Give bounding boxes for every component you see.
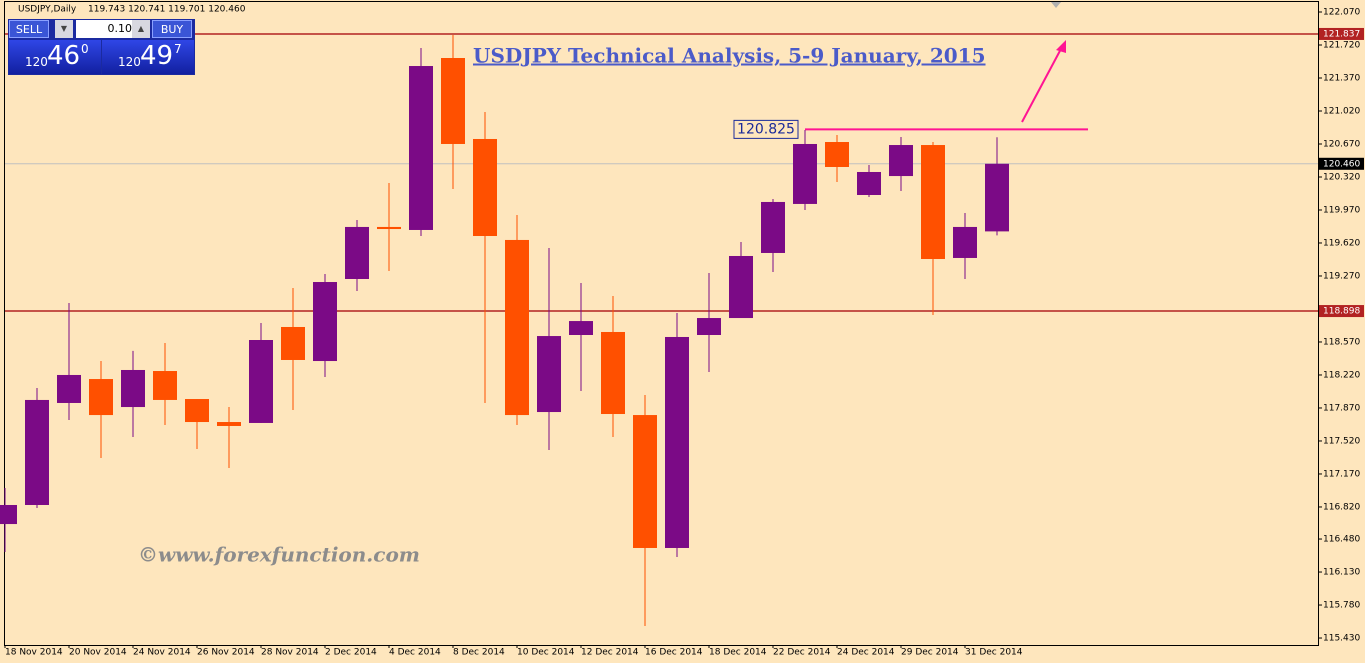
x-tick-label: 24 Nov 2014 xyxy=(133,648,191,658)
ask-main: 49 xyxy=(140,41,174,71)
y-tick-label: 118.220 xyxy=(1323,370,1360,380)
candle-body xyxy=(761,201,785,253)
sell-button[interactable]: SELL xyxy=(9,20,49,38)
level-label: 118.898 xyxy=(1323,307,1360,317)
candle-body xyxy=(57,374,81,403)
x-tick-label: 2 Dec 2014 xyxy=(325,648,377,658)
x-tick-label: 24 Dec 2014 xyxy=(837,648,895,658)
symbol-label: USDJPY,Daily xyxy=(18,5,77,15)
x-tick-label: 26 Nov 2014 xyxy=(197,648,255,658)
candle-body xyxy=(0,504,17,525)
arrow-head xyxy=(1056,40,1066,53)
shift-marker xyxy=(1051,2,1061,8)
bid-sup: 0 xyxy=(81,42,89,56)
x-tick-label: 18 Nov 2014 xyxy=(5,648,63,658)
level-label: 121.837 xyxy=(1323,29,1360,39)
candle-body xyxy=(25,399,49,505)
ask-quote[interactable]: 120 49 7 xyxy=(102,40,194,74)
candle-body xyxy=(857,171,881,195)
candle-body xyxy=(633,415,657,548)
candle-body xyxy=(921,145,945,260)
lot-input[interactable]: 0.10 xyxy=(76,20,136,38)
candle-body xyxy=(537,336,561,413)
y-tick-label: 119.620 xyxy=(1323,238,1360,248)
y-tick-label: 119.270 xyxy=(1323,271,1360,281)
x-tick-label: 10 Dec 2014 xyxy=(517,648,575,658)
y-tick-label: 119.970 xyxy=(1323,205,1360,215)
candle-body xyxy=(377,226,401,230)
candle-body xyxy=(825,142,849,167)
ask-sup: 7 xyxy=(174,42,182,56)
arrow xyxy=(1021,46,1063,123)
candle-body xyxy=(793,143,817,204)
lot-down[interactable]: ▼ xyxy=(55,20,73,38)
candle-body xyxy=(441,58,465,144)
bid-main: 46 xyxy=(47,41,81,71)
x-tick-label: 31 Dec 2014 xyxy=(965,648,1023,658)
x-tick-label: 8 Dec 2014 xyxy=(453,648,505,658)
buy-button[interactable]: BUY xyxy=(152,20,192,38)
y-tick-label: 120.670 xyxy=(1323,139,1360,149)
y-tick-label: 115.780 xyxy=(1323,601,1360,611)
y-tick-label: 122.070 xyxy=(1323,7,1360,17)
y-tick-label: 117.520 xyxy=(1323,436,1360,446)
y-tick-label: 121.720 xyxy=(1323,40,1360,50)
x-tick-label: 4 Dec 2014 xyxy=(389,648,441,658)
candle-body xyxy=(953,226,977,258)
x-tick-label: 20 Nov 2014 xyxy=(69,648,127,658)
candle-body xyxy=(153,371,177,400)
bid-big: 120 xyxy=(25,55,48,69)
y-tick-label: 117.870 xyxy=(1323,403,1360,413)
candle-body xyxy=(121,369,145,408)
last-price-label: 120.460 xyxy=(1323,159,1360,169)
y-tick-label: 116.130 xyxy=(1323,568,1360,578)
chart-title: USDJPY Technical Analysis, 5-9 January, … xyxy=(473,44,986,68)
candle-body xyxy=(409,66,433,230)
plot-frame xyxy=(4,1,1319,646)
y-tick-label: 118.570 xyxy=(1323,337,1360,347)
candle-body xyxy=(665,336,689,548)
y-tick-label: 117.170 xyxy=(1323,469,1360,479)
y-tick-label: 121.020 xyxy=(1323,106,1360,116)
candle-body xyxy=(601,331,625,415)
level-label-bg xyxy=(1319,27,1364,40)
level-label-bg xyxy=(1319,305,1364,318)
candle-body xyxy=(281,326,305,360)
y-tick-label: 116.480 xyxy=(1323,535,1360,545)
resistance-label: 120.825 xyxy=(737,121,795,137)
x-tick-label: 29 Dec 2014 xyxy=(901,648,959,658)
x-tick-label: 12 Dec 2014 xyxy=(581,648,639,658)
lot-up[interactable]: ▲ xyxy=(132,20,150,38)
ask-big: 120 xyxy=(118,55,141,69)
candle-body xyxy=(729,255,753,319)
y-tick-label: 121.370 xyxy=(1323,73,1360,83)
candle-body xyxy=(697,318,721,336)
trade-panel: SELL ▼ 0.10 ▲ BUY 120 46 0 120 49 7 xyxy=(8,19,195,75)
x-tick-label: 16 Dec 2014 xyxy=(645,648,703,658)
bid-quote[interactable]: 120 46 0 xyxy=(9,40,101,74)
candle-body xyxy=(985,163,1009,232)
y-tick-label: 116.820 xyxy=(1323,502,1360,512)
candle-body xyxy=(249,339,273,423)
candle-body xyxy=(313,282,337,362)
x-tick-label: 22 Dec 2014 xyxy=(773,648,831,658)
y-tick-label: 115.430 xyxy=(1323,634,1360,644)
y-tick-label: 120.320 xyxy=(1323,172,1360,182)
ohlc-label: 119.743 120.741 119.701 120.460 xyxy=(88,5,246,15)
candle-body xyxy=(505,239,529,416)
x-tick-label: 28 Nov 2014 xyxy=(261,648,319,658)
candle-body xyxy=(569,321,593,336)
candle-body xyxy=(345,226,369,279)
resistance-label-box xyxy=(733,119,799,139)
candle-body xyxy=(89,379,113,416)
last-price-bg xyxy=(1319,157,1364,170)
candle-body xyxy=(185,399,209,423)
candle-body xyxy=(889,145,913,177)
candle-body xyxy=(473,138,497,237)
watermark: ©www.forexfunction.com xyxy=(138,543,420,567)
x-tick-label: 18 Dec 2014 xyxy=(709,648,767,658)
candle-body xyxy=(217,422,241,426)
